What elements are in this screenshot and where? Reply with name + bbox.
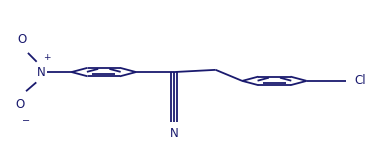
Text: O: O bbox=[15, 98, 24, 111]
Text: +: + bbox=[44, 53, 51, 62]
Text: N: N bbox=[170, 127, 178, 140]
Text: −: − bbox=[23, 116, 31, 126]
Text: N: N bbox=[37, 66, 45, 79]
Text: O: O bbox=[18, 33, 27, 46]
Text: Cl: Cl bbox=[354, 74, 366, 87]
